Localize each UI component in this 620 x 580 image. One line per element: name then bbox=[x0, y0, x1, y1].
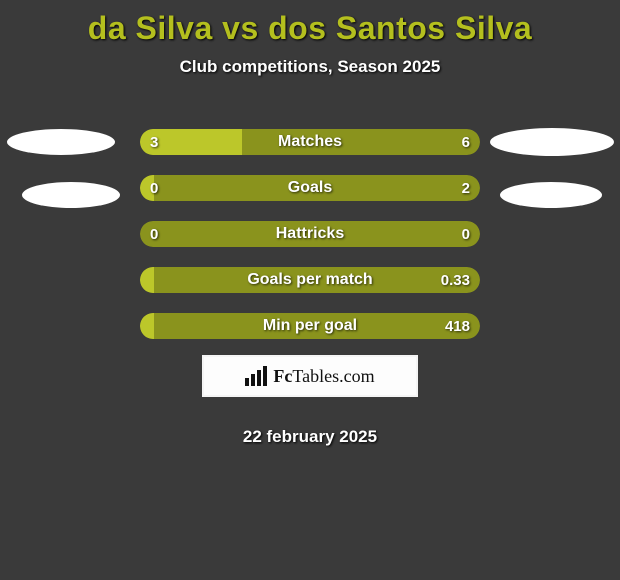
stat-label: Min per goal bbox=[140, 313, 480, 339]
stat-right-value: 6 bbox=[462, 129, 470, 155]
chart-stage: 3Matches60Goals20Hattricks0Goals per mat… bbox=[0, 105, 620, 415]
stat-row: Min per goal418 bbox=[140, 313, 480, 339]
stat-right-value: 0.33 bbox=[441, 267, 470, 293]
stat-right-value: 0 bbox=[462, 221, 470, 247]
page-title: da Silva vs dos Santos Silva bbox=[0, 0, 620, 47]
logo-text: FcTables.com bbox=[273, 366, 374, 387]
stat-label: Hattricks bbox=[140, 221, 480, 247]
bars-icon bbox=[245, 366, 267, 386]
decorative-ellipse bbox=[500, 182, 602, 208]
decorative-ellipse bbox=[22, 182, 120, 208]
stat-row: Goals per match0.33 bbox=[140, 267, 480, 293]
date-text: 22 february 2025 bbox=[0, 427, 620, 447]
stat-row: 0Hattricks0 bbox=[140, 221, 480, 247]
decorative-ellipse bbox=[7, 129, 115, 155]
stat-label: Goals bbox=[140, 175, 480, 201]
stat-right-value: 418 bbox=[445, 313, 470, 339]
decorative-ellipse bbox=[490, 128, 614, 156]
stat-row: 0Goals2 bbox=[140, 175, 480, 201]
stat-row: 3Matches6 bbox=[140, 129, 480, 155]
subtitle: Club competitions, Season 2025 bbox=[0, 57, 620, 77]
stat-label: Matches bbox=[140, 129, 480, 155]
fctables-logo: FcTables.com bbox=[202, 355, 418, 397]
stat-right-value: 2 bbox=[462, 175, 470, 201]
stat-label: Goals per match bbox=[140, 267, 480, 293]
